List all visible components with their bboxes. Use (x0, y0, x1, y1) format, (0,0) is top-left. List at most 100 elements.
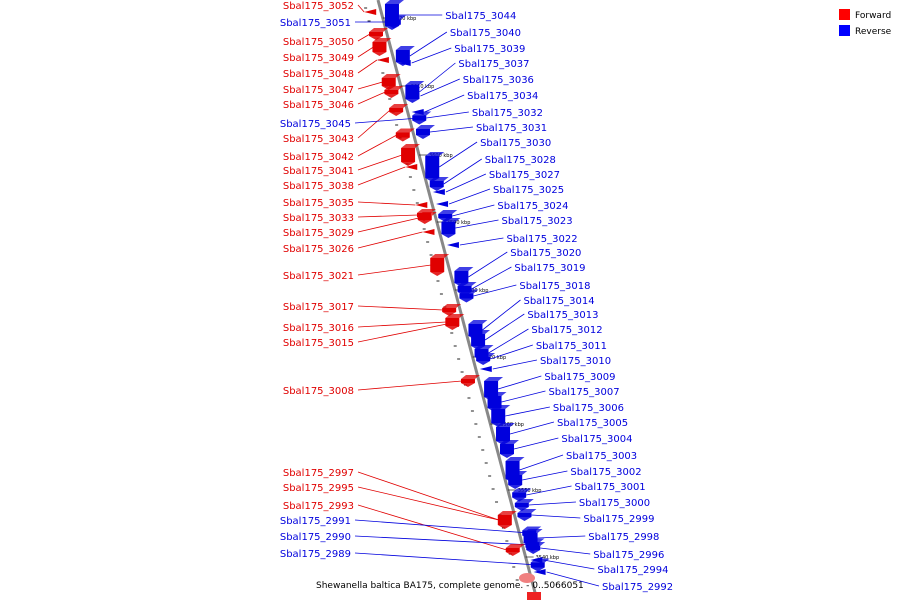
leader-line (357, 166, 406, 186)
gene-label-sbal175-2999[interactable]: Sbal175_2999 (583, 514, 654, 525)
gene-body (389, 108, 404, 112)
gene-label-sbal175-3016[interactable]: Sbal175_3016 (283, 323, 354, 334)
gene-tip (369, 36, 384, 40)
gene-body (491, 409, 506, 423)
leader-line (501, 390, 546, 403)
gene-label-sbal175-3002[interactable]: Sbal175_3002 (570, 467, 641, 478)
gene-label-sbal175-3027[interactable]: Sbal175_3027 (489, 170, 560, 181)
gene-label-sbal175-3043[interactable]: Sbal175_3043 (283, 134, 354, 145)
gene-label-sbal175-3010[interactable]: Sbal175_3010 (540, 356, 611, 367)
gene-label-sbal175-2996[interactable]: Sbal175_2996 (593, 550, 664, 561)
gene-label-sbal175-3047[interactable]: Sbal175_3047 (283, 85, 354, 96)
gene-label-sbal175-2998[interactable]: Sbal175_2998 (588, 532, 659, 543)
gene-body (526, 546, 541, 550)
gene-label-sbal175-3046[interactable]: Sbal175_3046 (283, 100, 354, 111)
forward-gene-feature (430, 254, 450, 276)
gene-label-sbal175-3041[interactable]: Sbal175_3041 (283, 166, 354, 177)
gene-label-sbal175-3011[interactable]: Sbal175_3011 (536, 341, 607, 352)
gene-body (457, 286, 472, 292)
leader-line (357, 486, 499, 521)
gene-top (384, 86, 404, 90)
gene-label-sbal175-2994[interactable]: Sbal175_2994 (597, 565, 668, 576)
gene-arrow (398, 60, 411, 66)
gene-label-sbal175-3044[interactable]: Sbal175_3044 (445, 11, 516, 22)
gene-top (430, 254, 450, 258)
gene-top (474, 345, 494, 349)
gene-label-sbal175-2990[interactable]: Sbal175_2990 (280, 532, 351, 543)
gene-top (496, 423, 516, 427)
gene-label-sbal175-3023[interactable]: Sbal175_3023 (502, 216, 573, 227)
gene-tip (441, 234, 456, 238)
gene-label-sbal175-3020[interactable]: Sbal175_3020 (510, 248, 581, 259)
gene-label-sbal175-3007[interactable]: Sbal175_3007 (548, 387, 619, 398)
gene-label-sbal175-3001[interactable]: Sbal175_3001 (575, 482, 646, 493)
gene-label-sbal175-3000[interactable]: Sbal175_3000 (579, 498, 650, 509)
gene-label-sbal175-3036[interactable]: Sbal175_3036 (463, 75, 534, 86)
gene-label-sbal175-3038[interactable]: Sbal175_3038 (283, 181, 354, 192)
gene-top (445, 314, 465, 318)
gene-label-sbal175-3012[interactable]: Sbal175_3012 (531, 325, 602, 336)
gene-label-sbal175-3052[interactable]: Sbal175_3052 (283, 1, 354, 12)
gene-label-sbal175-3025[interactable]: Sbal175_3025 (493, 185, 564, 196)
gene-label-sbal175-3024[interactable]: Sbal175_3024 (497, 201, 568, 212)
gene-label-sbal175-2991[interactable]: Sbal175_2991 (280, 516, 351, 527)
gene-label-sbal175-3039[interactable]: Sbal175_3039 (454, 44, 525, 55)
gene-label-sbal175-3005[interactable]: Sbal175_3005 (557, 418, 628, 429)
gene-body (384, 90, 399, 94)
gene-label-sbal175-3013[interactable]: Sbal175_3013 (527, 310, 598, 321)
gene-label-sbal175-3030[interactable]: Sbal175_3030 (480, 138, 551, 149)
gene-top (499, 440, 519, 444)
leader-line (357, 81, 383, 90)
gene-label-sbal175-3003[interactable]: Sbal175_3003 (566, 451, 637, 462)
gene-label-sbal175-3014[interactable]: Sbal175_3014 (523, 296, 594, 307)
gene-tip (412, 120, 427, 125)
gene-label-sbal175-2993[interactable]: Sbal175_2993 (283, 501, 354, 512)
gene-label-sbal175-3022[interactable]: Sbal175_3022 (506, 234, 577, 245)
forward-gene-feature (460, 375, 480, 387)
gene-body (441, 222, 456, 234)
gene-label-sbal175-3008[interactable]: Sbal175_3008 (283, 386, 354, 397)
leader-line (357, 264, 432, 276)
legend-reverse-swatch (839, 25, 850, 36)
gene-tip (405, 99, 420, 103)
gene-label-sbal175-3006[interactable]: Sbal175_3006 (553, 403, 624, 414)
gene-label-sbal175-3019[interactable]: Sbal175_3019 (514, 263, 585, 274)
gene-label-sbal175-2989[interactable]: Sbal175_2989 (280, 549, 351, 560)
gene-label-sbal175-3050[interactable]: Sbal175_3050 (283, 37, 354, 48)
terminal-feature (519, 573, 535, 583)
leader-line (471, 266, 512, 290)
gene-label-sbal175-3042[interactable]: Sbal175_3042 (283, 152, 354, 163)
gene-label-sbal175-2997[interactable]: Sbal175_2997 (283, 468, 354, 479)
gene-label-sbal175-3018[interactable]: Sbal175_3018 (519, 281, 590, 292)
gene-label-sbal175-3045[interactable]: Sbal175_3045 (280, 119, 351, 130)
gene-label-sbal175-3021[interactable]: Sbal175_3021 (283, 271, 354, 282)
leader-line (357, 305, 444, 311)
gene-label-sbal175-3009[interactable]: Sbal175_3009 (544, 372, 615, 383)
gene-label-sbal175-3026[interactable]: Sbal175_3026 (283, 244, 354, 255)
gene-label-sbal175-3029[interactable]: Sbal175_3029 (283, 228, 354, 239)
gene-label-sbal175-3049[interactable]: Sbal175_3049 (283, 53, 354, 64)
gene-label-sbal175-3035[interactable]: Sbal175_3035 (283, 198, 354, 209)
gene-label-sbal175-3031[interactable]: Sbal175_3031 (476, 123, 547, 134)
gene-label-sbal175-2992[interactable]: Sbal175_2992 (602, 582, 673, 593)
gene-label-sbal175-3051[interactable]: Sbal175_3051 (280, 18, 351, 29)
gene-top (389, 104, 409, 108)
gene-label-sbal175-3032[interactable]: Sbal175_3032 (472, 108, 543, 119)
forward-gene-feature (384, 86, 404, 98)
gene-label-sbal175-3015[interactable]: Sbal175_3015 (283, 338, 354, 349)
gene-tip (415, 135, 430, 139)
leader-line (357, 217, 419, 233)
leader-line (354, 117, 420, 124)
gene-label-sbal175-3017[interactable]: Sbal175_3017 (283, 302, 354, 313)
gene-label-sbal175-3028[interactable]: Sbal175_3028 (485, 155, 556, 166)
reverse-gene-feature (446, 242, 459, 248)
gene-label-sbal175-3034[interactable]: Sbal175_3034 (467, 91, 538, 102)
gene-label-sbal175-3040[interactable]: Sbal175_3040 (450, 28, 521, 39)
gene-label-sbal175-3037[interactable]: Sbal175_3037 (458, 59, 529, 70)
leader-line (490, 344, 533, 360)
gene-label-sbal175-3033[interactable]: Sbal175_3033 (283, 213, 354, 224)
gene-label-sbal175-3048[interactable]: Sbal175_3048 (283, 69, 354, 80)
gene-label-sbal175-2995[interactable]: Sbal175_2995 (283, 483, 354, 494)
gene-label-sbal175-3004[interactable]: Sbal175_3004 (561, 434, 632, 445)
leader-line (357, 471, 499, 521)
